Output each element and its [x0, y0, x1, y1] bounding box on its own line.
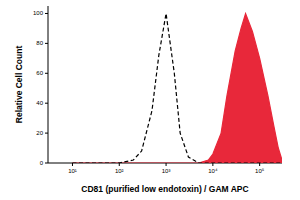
y-tick — [45, 133, 48, 134]
y-tick — [45, 103, 48, 104]
y-tick-label: 80 — [36, 40, 43, 46]
x-tick-label: 10² — [115, 168, 124, 174]
x-axis-label: CD81 (purified low endotoxin) / GAM APC — [81, 184, 248, 194]
plot-area — [72, 13, 282, 163]
y-tick-label: 20 — [36, 130, 43, 136]
x-tick — [212, 163, 213, 166]
y-tick-label: 40 — [36, 100, 43, 106]
x-tick-label: 10⁵ — [255, 168, 265, 174]
line — [72, 13, 282, 163]
x-tick-label: 10⁴ — [208, 168, 218, 174]
y-axis — [48, 6, 49, 163]
x-tick — [166, 163, 167, 166]
y-tick — [45, 73, 48, 74]
y-tick — [45, 13, 48, 14]
y-tick — [45, 43, 48, 44]
x-tick-label: 10³ — [162, 168, 171, 174]
x-tick-label: 10¹ — [68, 168, 77, 174]
x-tick — [72, 163, 73, 166]
x-tick — [259, 163, 260, 166]
y-tick-label: 100 — [33, 10, 44, 16]
y-tick-label: 0 — [40, 160, 44, 166]
y-axis-label: Relative Cell Count — [14, 46, 24, 124]
y-tick-label: 60 — [36, 70, 43, 76]
chart: 0 20 40 60 80 100 10¹ 10² 10³ 10⁴ 10⁵ CD81 (purifie… — [0, 0, 300, 200]
x-tick — [119, 163, 120, 166]
y-tick — [45, 163, 48, 164]
area — [72, 13, 282, 163]
